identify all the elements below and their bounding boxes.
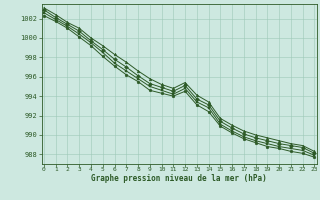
X-axis label: Graphe pression niveau de la mer (hPa): Graphe pression niveau de la mer (hPa) bbox=[91, 174, 267, 183]
